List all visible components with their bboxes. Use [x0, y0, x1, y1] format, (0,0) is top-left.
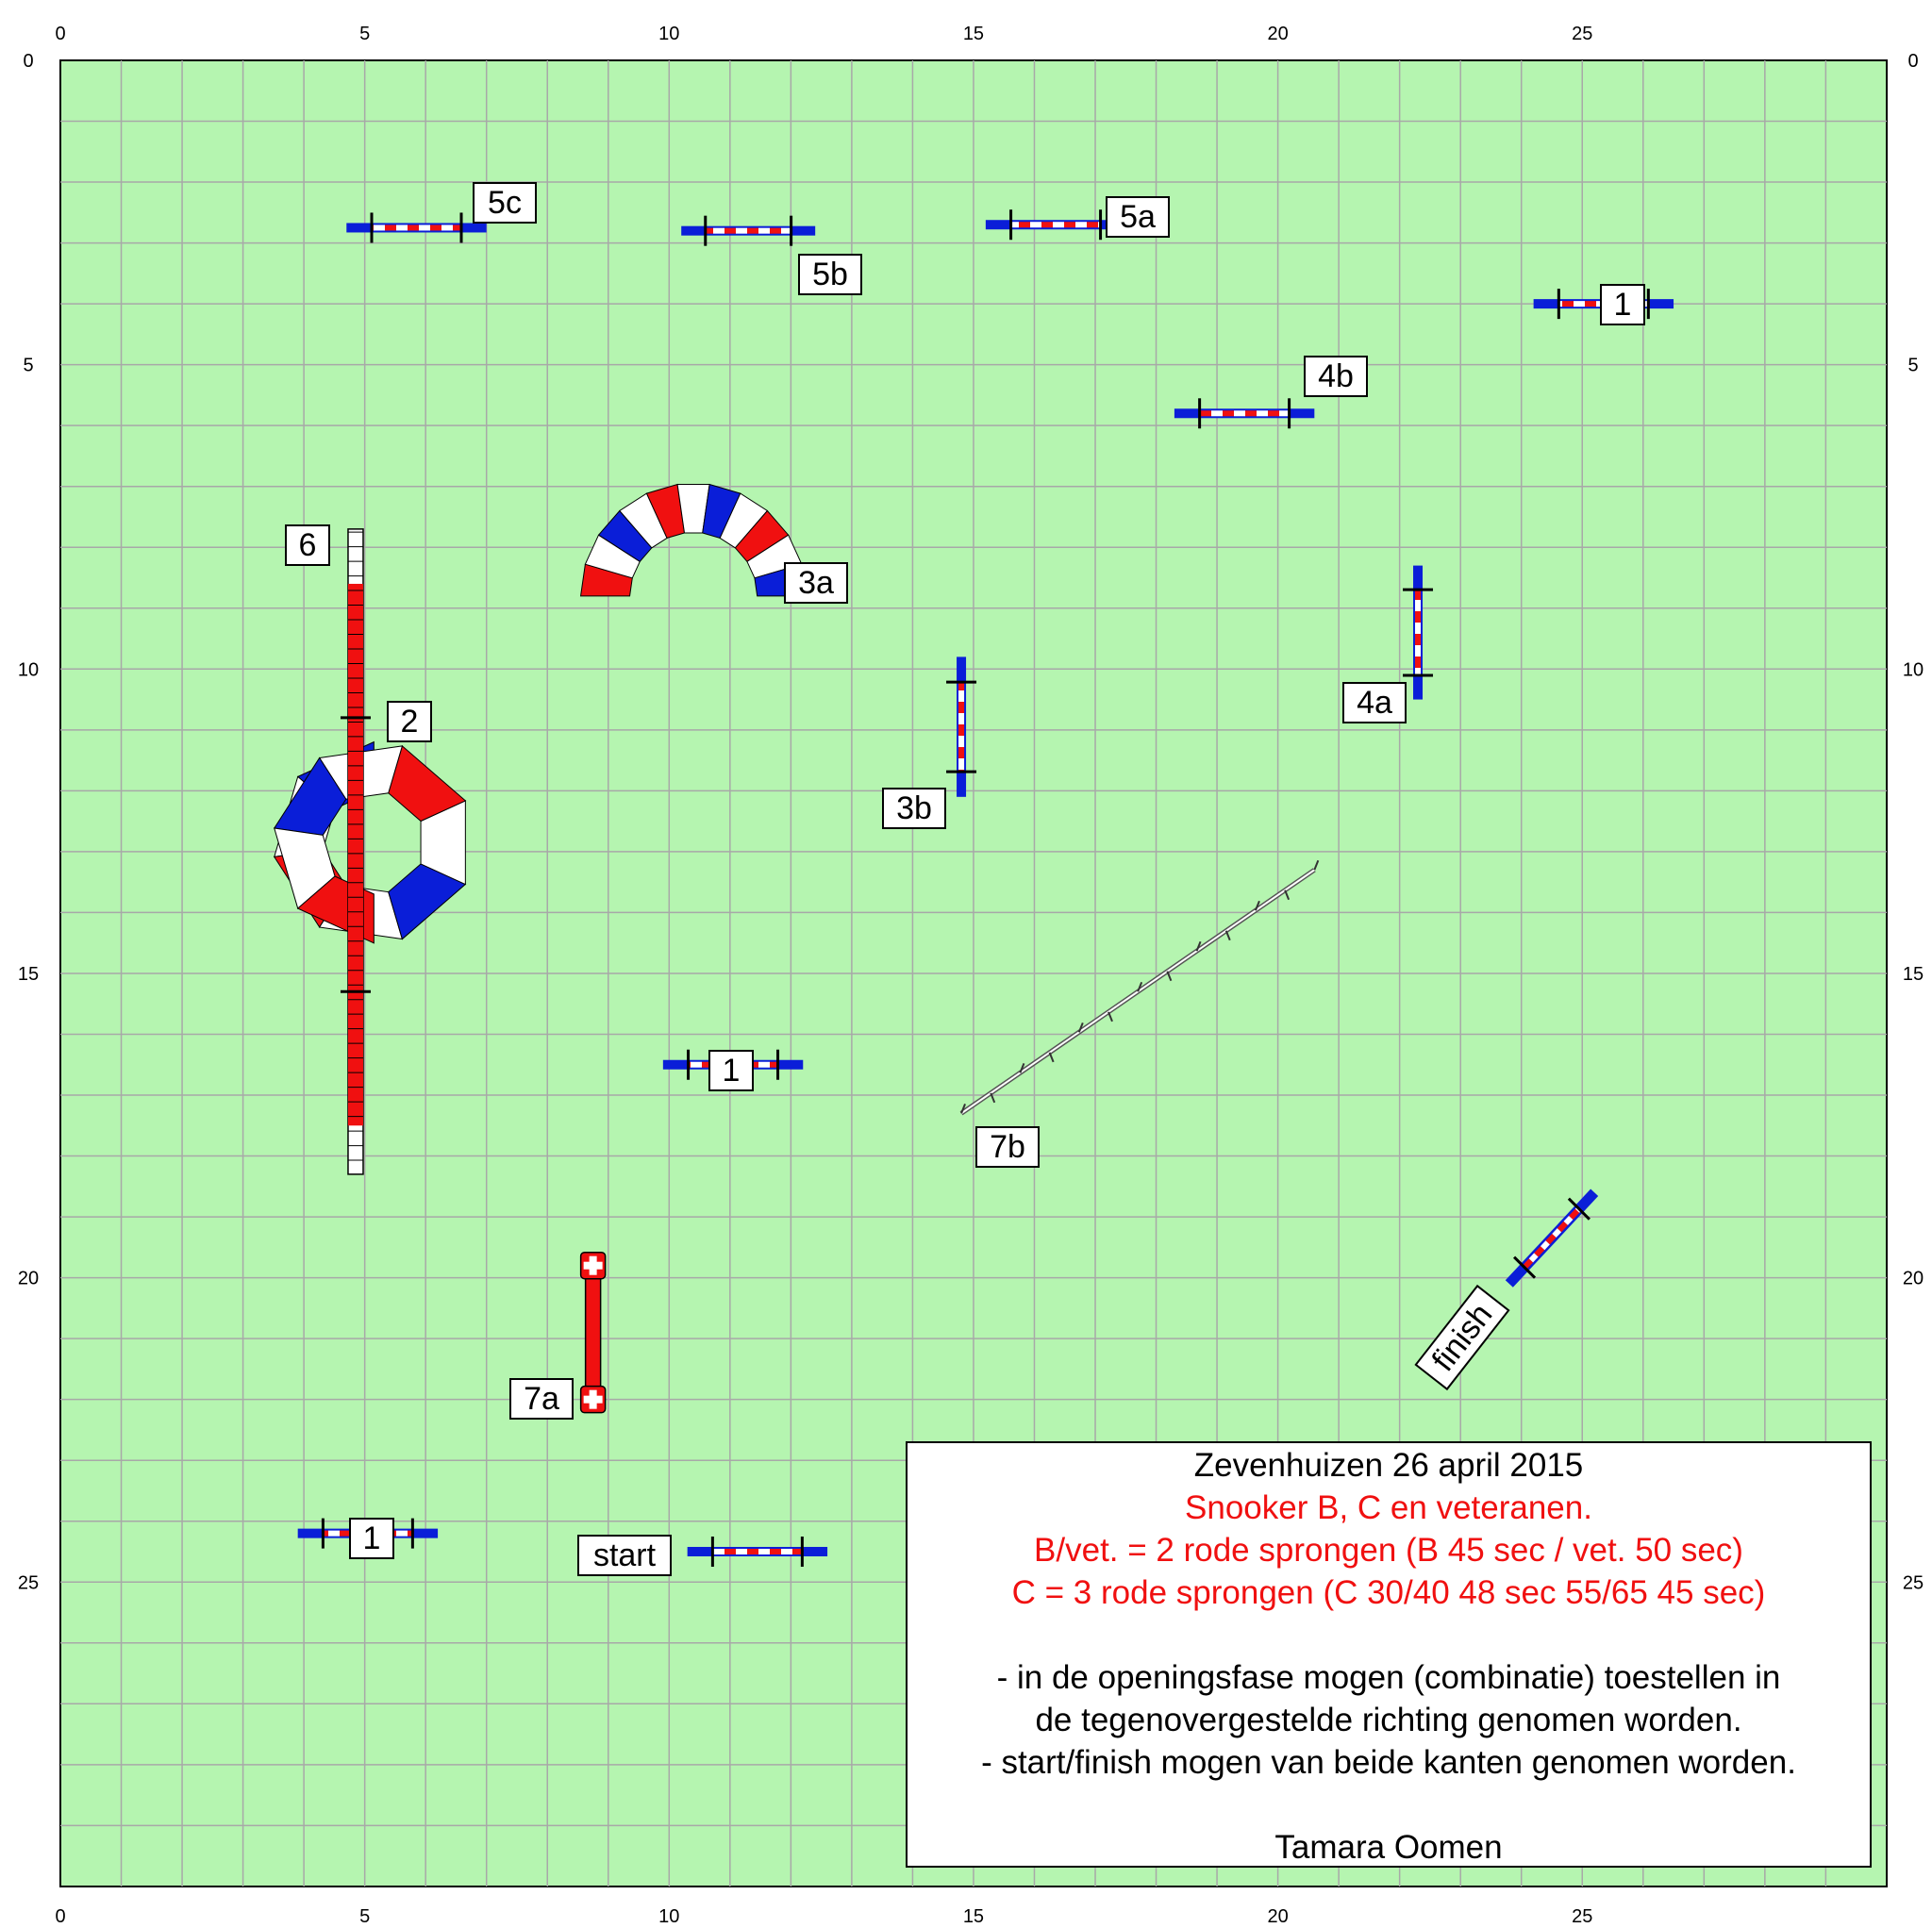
x-tick-label: 10 [658, 1906, 679, 1927]
y-tick-label: 0 [1907, 51, 1918, 72]
y-tick-label: 25 [1903, 1572, 1924, 1593]
label-7b-text: 7b [990, 1129, 1025, 1165]
x-tick-label: 0 [55, 24, 65, 44]
jump-5b [681, 215, 816, 246]
x-tick-label: 15 [963, 1906, 984, 1927]
label-1-top: 1 [1600, 284, 1645, 325]
label-1-bottom-text: 1 [363, 1521, 381, 1556]
jump-5c [346, 212, 487, 243]
label-3b-text: 3b [896, 790, 932, 826]
y-tick-label: 15 [1903, 964, 1924, 985]
info-title: Zevenhuizen 26 april 2015 [1194, 1447, 1584, 1484]
label-4b-text: 4b [1318, 358, 1354, 394]
y-tick-label: 25 [18, 1572, 39, 1593]
label-5b-text: 5b [812, 257, 848, 292]
label-6: 6 [285, 524, 330, 566]
jump-4b [1174, 398, 1315, 429]
label-5c-text: 5c [488, 185, 522, 221]
weave-poles-7b [959, 859, 1320, 1116]
x-tick-label: 25 [1572, 1906, 1592, 1927]
y-tick-label: 10 [1903, 659, 1924, 680]
label-1-top-text: 1 [1614, 287, 1632, 323]
label-start: start [577, 1535, 672, 1576]
label-5a: 5a [1106, 196, 1170, 238]
label-1-mid-text: 1 [723, 1053, 741, 1089]
label-3a: 3a [784, 562, 848, 604]
label-7b: 7b [975, 1126, 1040, 1168]
y-tick-label: 0 [23, 51, 33, 72]
x-tick-label: 20 [1267, 1906, 1288, 1927]
x-tick-label: 25 [1572, 24, 1592, 44]
info-subtitle: Snooker B, C en veteranen. [1185, 1489, 1592, 1526]
x-tick-label: 5 [359, 24, 370, 44]
y-tick-label: 20 [18, 1269, 39, 1289]
label-4a-text: 4a [1357, 685, 1392, 721]
label-3a-text: 3a [798, 565, 834, 601]
info-note-2: - start/finish mogen van beide kanten ge… [981, 1744, 1796, 1781]
dogwalk-6 [340, 528, 371, 1175]
label-6-text: 6 [299, 527, 317, 563]
jump-3b [946, 657, 977, 797]
y-tick-label: 5 [23, 356, 33, 376]
label-2-text: 2 [401, 704, 419, 740]
jump-finish [1505, 1188, 1599, 1288]
label-start-text: start [593, 1537, 657, 1573]
label-7a: 7a [509, 1378, 574, 1420]
x-tick-label: 10 [658, 24, 679, 44]
info-rule-c: C = 3 rode sprongen (C 30/40 48 sec 55/6… [1012, 1574, 1766, 1611]
label-5a-text: 5a [1120, 199, 1156, 235]
jump-start [687, 1536, 828, 1567]
y-tick-label: 10 [18, 659, 39, 680]
x-tick-label: 5 [359, 1906, 370, 1927]
info-note-1b: de tegenovergestelde richting genomen wo… [1035, 1702, 1741, 1738]
info-author: Tamara Oomen [1274, 1829, 1502, 1866]
label-2: 2 [387, 701, 432, 742]
jump-4a [1403, 565, 1434, 700]
y-tick-label: 20 [1903, 1269, 1924, 1289]
y-tick-label: 15 [18, 964, 39, 985]
label-4b: 4b [1304, 356, 1368, 397]
label-3b: 3b [882, 788, 946, 829]
label-5b: 5b [798, 254, 862, 295]
axis-labels: 0 0 5 5 10 10 15 15 20 20 25 25 0 0 5 5 10 10 15 15 20 20 25 25 [18, 24, 1924, 1927]
info-note-1a: - in de openingsfase mogen (combinatie) … [997, 1659, 1781, 1696]
info-box: Zevenhuizen 26 april 2015 Snooker B, C e… [906, 1441, 1872, 1868]
x-tick-label: 15 [963, 24, 984, 44]
x-tick-label: 20 [1267, 24, 1288, 44]
y-tick-label: 5 [1907, 356, 1918, 376]
label-1-bottom: 1 [349, 1518, 394, 1559]
tunnel-2 [273, 740, 467, 944]
jump-5a [985, 209, 1126, 241]
label-4a: 4a [1342, 682, 1407, 723]
label-5c: 5c [473, 182, 537, 224]
label-1-mid: 1 [708, 1050, 754, 1091]
tire-7a [579, 1251, 607, 1414]
info-rule-b: B/vet. = 2 rode sprongen (B 45 sec / vet… [1034, 1532, 1743, 1569]
x-tick-label: 0 [55, 1906, 65, 1927]
label-7a-text: 7a [524, 1381, 559, 1417]
